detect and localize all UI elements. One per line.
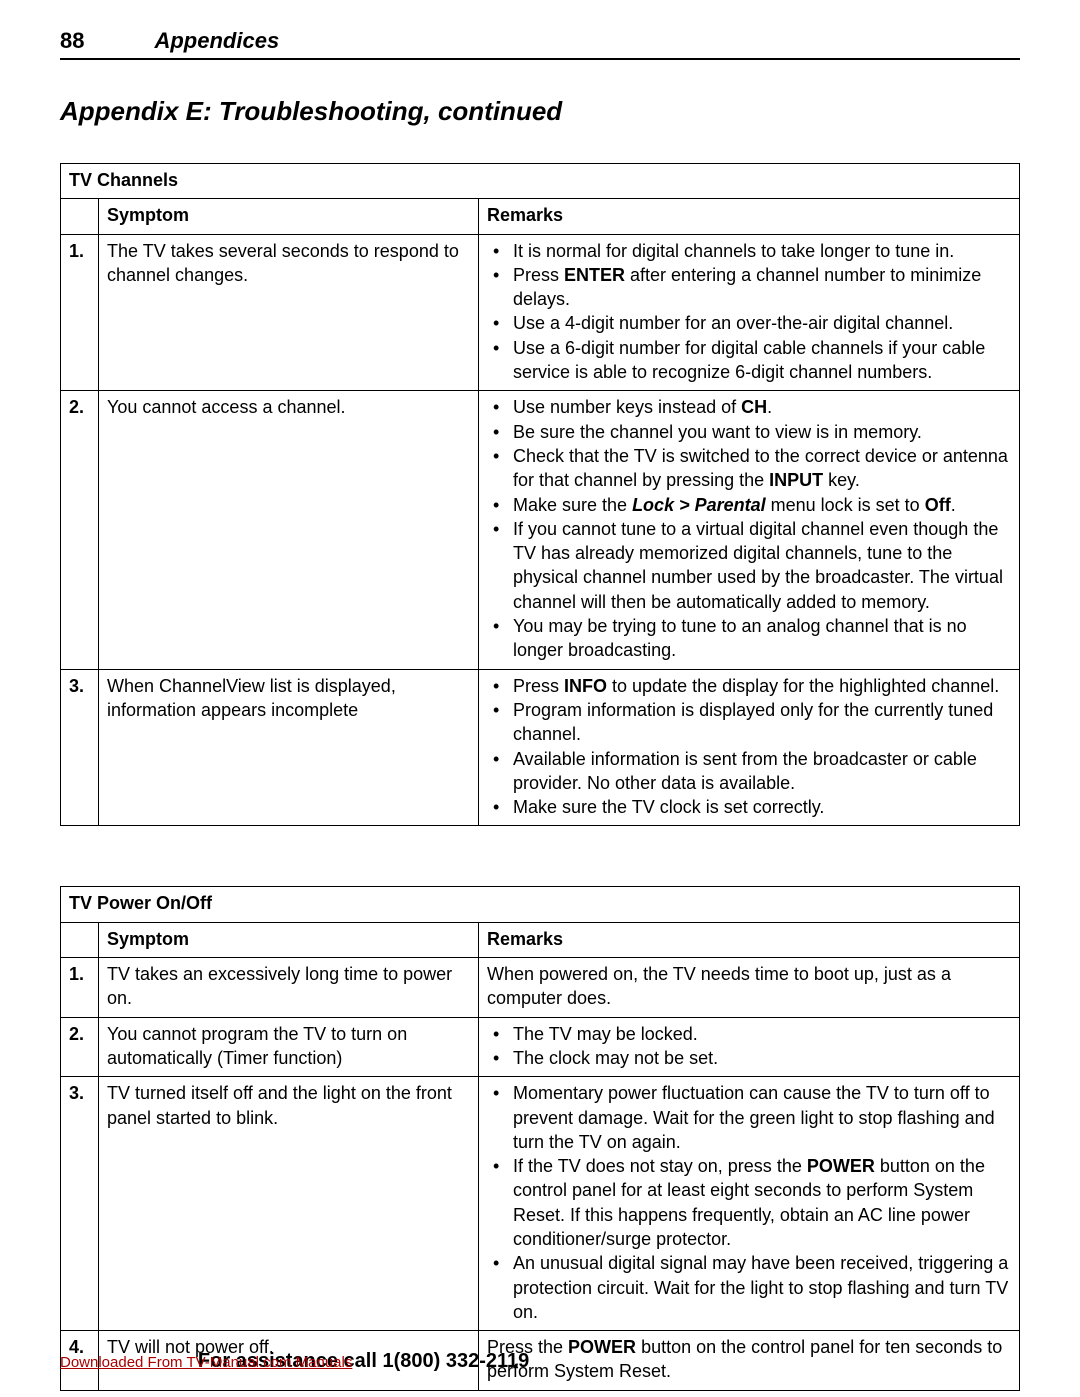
symptom-cell: TV turned itself off and the light on th… bbox=[99, 1077, 479, 1331]
table-title: TV Power On/Off bbox=[61, 887, 1020, 922]
table-row: 2.You cannot program the TV to turn on a… bbox=[61, 1017, 1020, 1077]
page-footer: Downloaded From TV-Manual.com Manuals Fo… bbox=[60, 1350, 529, 1373]
remarks-cell: Momentary power fluctuation can cause th… bbox=[479, 1077, 1020, 1331]
page-number: 88 bbox=[60, 28, 84, 54]
symptom-cell: When ChannelView list is displayed, info… bbox=[99, 669, 479, 826]
col-header-symptom: Symptom bbox=[99, 922, 479, 957]
table-row: 1.The TV takes several seconds to respon… bbox=[61, 234, 1020, 391]
col-header-blank bbox=[61, 922, 99, 957]
col-header-remarks: Remarks bbox=[479, 922, 1020, 957]
remarks-cell: Press the POWER button on the control pa… bbox=[479, 1331, 1020, 1391]
table-row: 1.TV takes an excessively long time to p… bbox=[61, 958, 1020, 1018]
table-row: 3.TV turned itself off and the light on … bbox=[61, 1077, 1020, 1331]
remarks-cell: It is normal for digital channels to tak… bbox=[479, 234, 1020, 391]
remarks-cell: When powered on, the TV needs time to bo… bbox=[479, 958, 1020, 1018]
col-header-symptom: Symptom bbox=[99, 199, 479, 234]
table-row: 2.You cannot access a channel.Use number… bbox=[61, 391, 1020, 669]
tables-container: TV ChannelsSymptomRemarks1.The TV takes … bbox=[60, 163, 1020, 1391]
troubleshooting-table: TV Power On/OffSymptomRemarks1.TV takes … bbox=[60, 886, 1020, 1390]
row-number: 1. bbox=[61, 234, 99, 391]
row-number: 1. bbox=[61, 958, 99, 1018]
download-source-text: Downloaded From TV-Manual.com Manuals bbox=[60, 1354, 352, 1371]
symptom-cell: TV takes an excessively long time to pow… bbox=[99, 958, 479, 1018]
symptom-cell: You cannot program the TV to turn on aut… bbox=[99, 1017, 479, 1077]
row-number: 3. bbox=[61, 1077, 99, 1331]
remarks-cell: Use number keys instead of CH.Be sure th… bbox=[479, 391, 1020, 669]
table-row: 3.When ChannelView list is displayed, in… bbox=[61, 669, 1020, 826]
table-title: TV Channels bbox=[61, 164, 1020, 199]
row-number: 2. bbox=[61, 391, 99, 669]
row-number: 2. bbox=[61, 1017, 99, 1077]
col-header-remarks: Remarks bbox=[479, 199, 1020, 234]
section-name: Appendices bbox=[154, 28, 279, 54]
symptom-cell: You cannot access a channel. bbox=[99, 391, 479, 669]
col-header-blank bbox=[61, 199, 99, 234]
page-header: 88 Appendices bbox=[60, 28, 1020, 60]
remarks-cell: The TV may be locked.The clock may not b… bbox=[479, 1017, 1020, 1077]
appendix-title: Appendix E: Troubleshooting, continued bbox=[60, 96, 1020, 127]
troubleshooting-table: TV ChannelsSymptomRemarks1.The TV takes … bbox=[60, 163, 1020, 826]
remarks-cell: Press INFO to update the display for the… bbox=[479, 669, 1020, 826]
symptom-cell: The TV takes several seconds to respond … bbox=[99, 234, 479, 391]
row-number: 3. bbox=[61, 669, 99, 826]
